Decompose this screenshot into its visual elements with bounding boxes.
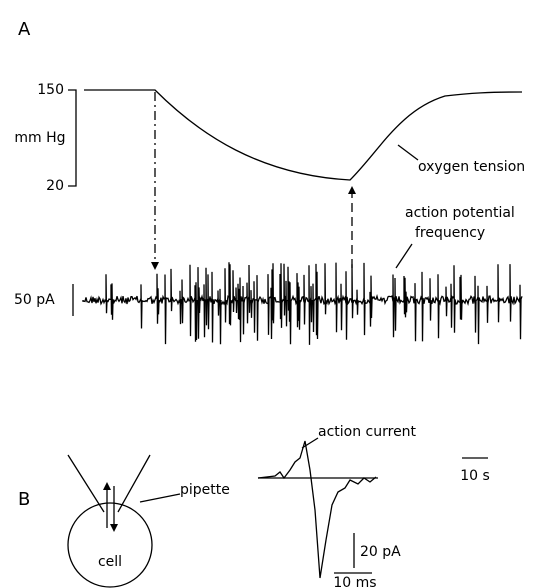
pointer bbox=[397, 144, 419, 161]
action-current-trace bbox=[257, 440, 377, 579]
scale-label: 10 s bbox=[460, 468, 490, 484]
panel-label: A bbox=[18, 19, 31, 40]
oxygen-trace bbox=[84, 89, 523, 181]
y-tick-label: 20 bbox=[46, 178, 64, 194]
trace-label: frequency bbox=[415, 225, 485, 241]
y-axis-label: mm Hg bbox=[14, 130, 65, 146]
panel-label: B bbox=[18, 489, 30, 510]
spike-trace bbox=[82, 262, 523, 345]
trace-label: action potential bbox=[405, 205, 515, 221]
pointer bbox=[395, 243, 413, 269]
panel-b: B cell pipette action current 20 pA 10 m… bbox=[18, 424, 417, 588]
cell-label: cell bbox=[98, 554, 122, 570]
y-axis bbox=[68, 89, 77, 187]
pointer bbox=[301, 437, 319, 449]
trace-label: oxygen tension bbox=[418, 159, 525, 175]
scale-label: 20 pA bbox=[360, 544, 401, 560]
y-tick-label: 150 bbox=[37, 82, 64, 98]
trace-label: action current bbox=[318, 424, 417, 440]
pipette bbox=[67, 454, 151, 513]
panel-a: A 150 20 mm Hg oxygen tension action pot… bbox=[14, 19, 525, 484]
cell bbox=[67, 502, 153, 588]
pointer bbox=[139, 493, 181, 503]
scale-label: 10 ms bbox=[333, 575, 376, 588]
pipette-label: pipette bbox=[180, 482, 230, 498]
scale-label: 50 pA bbox=[14, 292, 55, 308]
